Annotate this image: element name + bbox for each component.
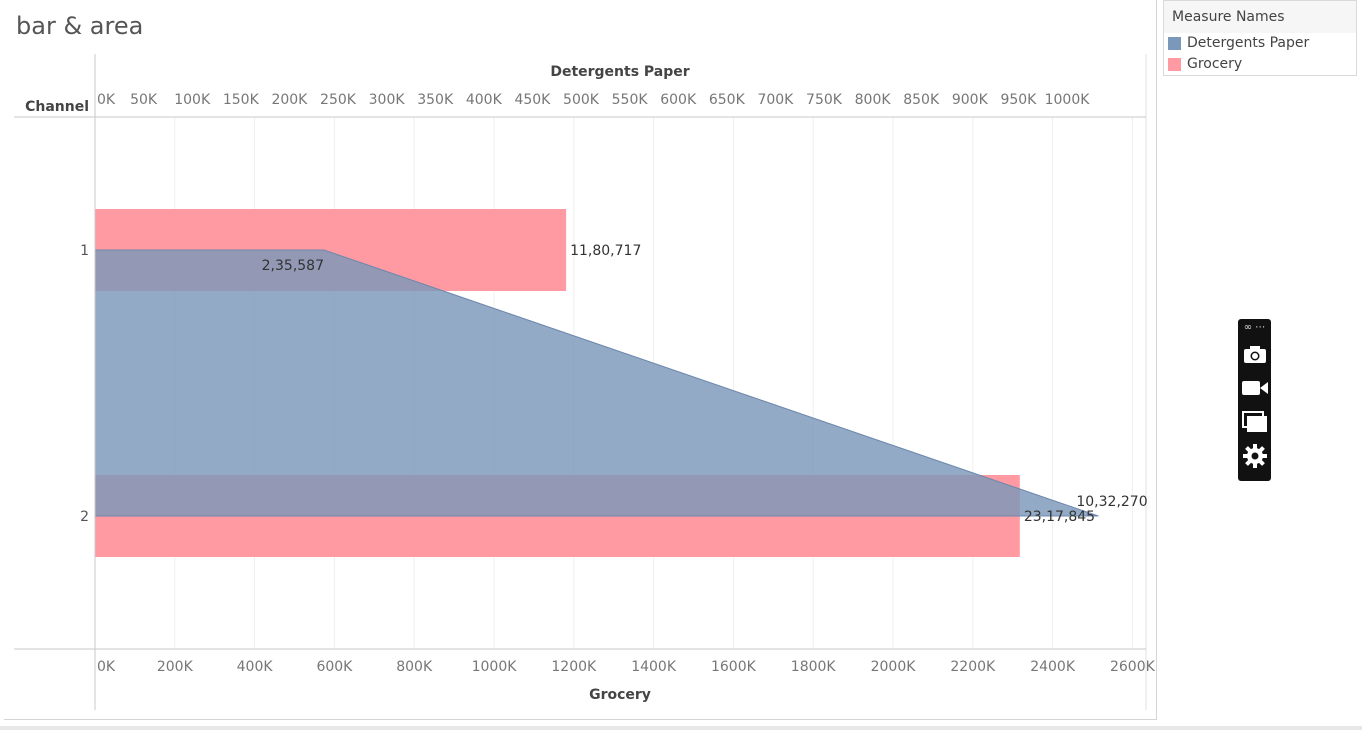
category-label-1: 1 xyxy=(80,243,89,259)
top-axis-tick-label: 1000K xyxy=(1045,92,1091,108)
settings-button[interactable] xyxy=(1238,439,1271,473)
top-axis-tick-label: 150K xyxy=(223,92,260,108)
top-axis-tick-label: 600K xyxy=(660,92,697,108)
bottom-axis-tick-label: 1200K xyxy=(551,659,597,675)
top-axis-tick-label: 250K xyxy=(320,92,357,108)
bottom-axis-tick-label: 1800K xyxy=(791,659,837,675)
top-axis-tick-label: 800K xyxy=(855,92,892,108)
bottom-axis-tick-label: 1000K xyxy=(472,659,518,675)
bottom-axis-tick-label: 0K xyxy=(97,659,116,675)
record-video-button[interactable] xyxy=(1238,371,1271,405)
bottom-axis-tick-label: 2000K xyxy=(871,659,917,675)
legend-swatch-detergents-paper xyxy=(1168,37,1181,50)
detergents-paper-area xyxy=(95,250,1099,516)
bottom-axis-tick-label: 1400K xyxy=(631,659,677,675)
top-axis-tick-label: 750K xyxy=(806,92,843,108)
bottom-axis-tick-label: 200K xyxy=(157,659,194,675)
bottom-axis-tick-label: 2400K xyxy=(1030,659,1076,675)
chart-canvas: 0K 50K 100K 150K 200K 250K 300K 350K 400K 450K 500… xyxy=(14,54,1156,710)
more-icon[interactable]: ⋯ xyxy=(1255,322,1266,333)
marks-layer xyxy=(95,209,1099,557)
top-axis-tick-label: 700K xyxy=(757,92,794,108)
legend-label-grocery: Grocery xyxy=(1187,56,1243,72)
bottom-axis-tick-label: 2600K xyxy=(1110,659,1156,675)
bottom-axis-tick-label: 1600K xyxy=(711,659,757,675)
bottom-axis-tick-label: 2200K xyxy=(950,659,996,675)
chart-frame xyxy=(4,0,1157,720)
video-icon xyxy=(1241,381,1268,395)
top-axis-tick-label: 50K xyxy=(130,92,158,108)
window-icon xyxy=(1241,411,1267,432)
top-axis-tick-label: 900K xyxy=(952,92,989,108)
axis-layer: 0K 50K 100K 150K 200K 250K 300K 350K 400K 450K 500… xyxy=(14,54,1156,710)
top-axis-title: Detergents Paper xyxy=(550,64,689,80)
gear-icon xyxy=(1242,444,1267,468)
top-axis-tick-label: 450K xyxy=(514,92,551,108)
legend-title: Measure Names xyxy=(1164,1,1356,33)
detergents-paper-data-label-2: 10,32,270 xyxy=(1076,494,1147,510)
top-axis-tick-label: 850K xyxy=(903,92,940,108)
category-label-2: 2 xyxy=(80,509,89,525)
legend-label-detergents-paper: Detergents Paper xyxy=(1187,35,1310,51)
top-axis-tick-label: 500K xyxy=(563,92,600,108)
legend-item-grocery[interactable]: Grocery xyxy=(1164,54,1356,75)
toolbar-header: ∞ ⋯ xyxy=(1238,319,1271,337)
legend-swatch-grocery xyxy=(1168,58,1181,71)
bottom-axis-tick-label: 600K xyxy=(316,659,353,675)
top-axis-tick-label: 200K xyxy=(271,92,308,108)
capture-toolbar: ∞ ⋯ xyxy=(1238,319,1271,481)
top-axis-tick-label: 300K xyxy=(369,92,406,108)
link-icon[interactable]: ∞ xyxy=(1243,322,1253,333)
top-axis-tick-label: 400K xyxy=(466,92,503,108)
top-axis-tick-label: 950K xyxy=(1000,92,1037,108)
detergents-paper-area-outline xyxy=(95,249,1099,517)
labels-layer: 11,80,717 23,17,845 2,35,587 10,32,270 xyxy=(262,243,1148,525)
bottom-tab-strip xyxy=(0,726,1362,730)
top-axis-tick-label: 550K xyxy=(612,92,649,108)
top-axis-tick-label: 0K xyxy=(97,92,116,108)
bottom-axis-tick-label: 400K xyxy=(237,659,274,675)
top-axis-tick-label: 650K xyxy=(709,92,746,108)
bottom-axis-title: Grocery xyxy=(589,687,651,703)
grocery-data-label-1: 11,80,717 xyxy=(570,243,641,259)
screenshot-button[interactable] xyxy=(1238,337,1271,371)
grocery-data-label-2: 23,17,845 xyxy=(1024,509,1095,525)
detergents-paper-data-label-1: 2,35,587 xyxy=(262,258,324,274)
top-axis-tick-label: 350K xyxy=(417,92,454,108)
row-header-channel: Channel xyxy=(25,99,89,115)
legend: Measure Names Detergents Paper Grocery xyxy=(1163,0,1357,76)
top-axis-tick-label: 100K xyxy=(174,92,211,108)
bottom-axis-tick-label: 800K xyxy=(396,659,433,675)
page-title: bar & area xyxy=(16,12,144,40)
legend-item-detergents-paper[interactable]: Detergents Paper xyxy=(1164,33,1356,54)
window-capture-button[interactable] xyxy=(1238,405,1271,439)
camera-icon xyxy=(1243,346,1266,363)
